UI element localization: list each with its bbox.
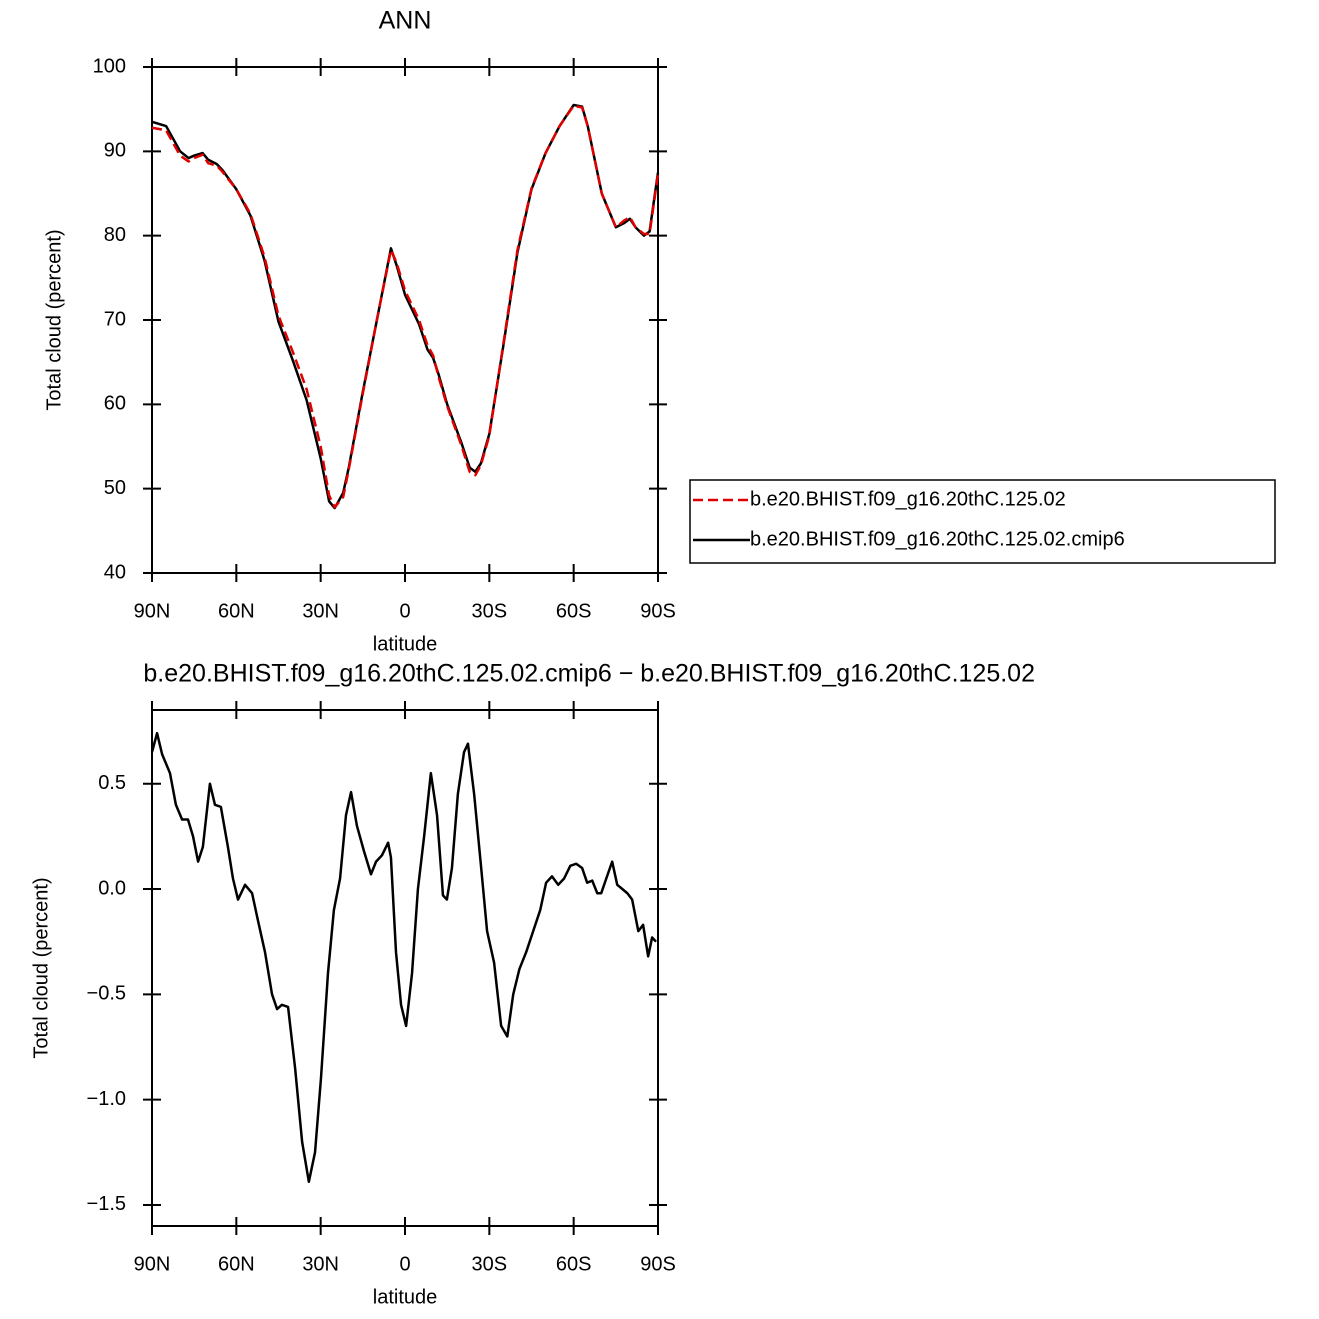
x-tick-label: 0 (399, 600, 410, 622)
x-tick-label: 90N (134, 1253, 171, 1275)
x-tick-label: 60N (218, 600, 255, 622)
x-tick-label: 60S (556, 1253, 592, 1275)
chart-title: b.e20.BHIST.f09_g16.20thC.125.02.cmip6 −… (143, 660, 1035, 688)
x-tick-label: 30S (472, 1253, 508, 1275)
legend-box (689, 479, 1276, 564)
x-tick-label: 30S (472, 600, 508, 622)
data-line (150, 731, 657, 1184)
x-tick-label: 90S (640, 600, 676, 622)
y-tick-label: 90 (104, 140, 126, 162)
x-tick-label: 0 (399, 1253, 410, 1275)
y-tick-label: −1.5 (87, 1193, 126, 1215)
y-tick-label: 60 (104, 393, 126, 415)
y-tick-label: 0.5 (98, 772, 126, 794)
x-tick-label: 90S (640, 1253, 676, 1275)
data-line (151, 104, 660, 509)
y-tick-label: 40 (104, 561, 126, 583)
y-tick-label: 0.0 (98, 877, 126, 899)
chart-title: ANN (379, 7, 432, 35)
y-tick-label: 100 (93, 55, 126, 77)
x-tick-label: 30N (302, 1253, 339, 1275)
x-axis-label: latitude (373, 1286, 438, 1308)
y-tick-label: −1.0 (87, 1088, 126, 1110)
legend-label: b.e20.BHIST.f09_g16.20thC.125.02 (750, 488, 1066, 510)
plot-frame (151, 66, 659, 574)
y-axis-label: Total cloud (percent) (30, 877, 52, 1058)
y-tick-label: 80 (104, 224, 126, 246)
legend-label: b.e20.BHIST.f09_g16.20thC.125.02.cmip6 (750, 528, 1125, 550)
y-tick-label: 70 (104, 308, 126, 330)
data-line (151, 103, 660, 510)
x-tick-label: 60N (218, 1253, 255, 1275)
x-axis-label: latitude (373, 633, 438, 655)
x-tick-label: 90N (134, 600, 171, 622)
y-axis-label: Total cloud (percent) (43, 229, 65, 410)
y-tick-label: −0.5 (87, 983, 126, 1005)
y-tick-label: 50 (104, 477, 126, 499)
x-tick-label: 60S (556, 600, 592, 622)
plot-frame (151, 709, 659, 1227)
x-tick-label: 30N (302, 600, 339, 622)
